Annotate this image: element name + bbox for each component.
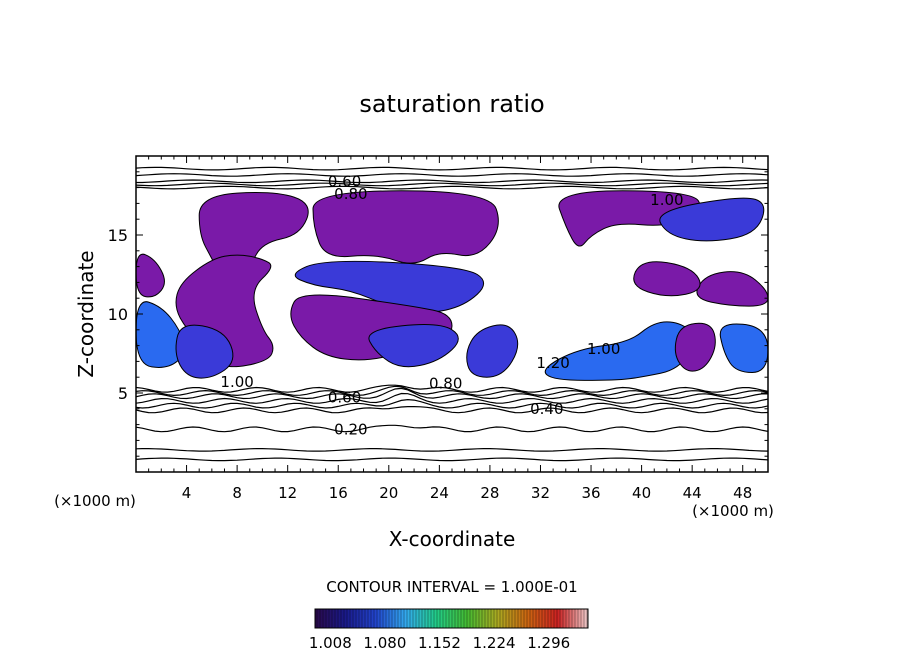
plot-area: 0.600.80 1.001.00 0.800.600.400.201.001.20 xyxy=(136,156,768,472)
supersaturation-region xyxy=(633,261,701,297)
x-axis-unit: (×1000 m) xyxy=(692,502,774,520)
x-tick-label: 12 xyxy=(278,484,297,502)
x-tick-label: 20 xyxy=(379,484,398,502)
y-axis-unit: (×1000 m) xyxy=(54,492,136,510)
supersaturation-region xyxy=(558,190,701,247)
contour-line xyxy=(136,457,768,462)
contour-line xyxy=(136,387,768,400)
supersaturation-regions xyxy=(136,190,768,381)
contour-label: 1.00 xyxy=(220,373,253,391)
contour-line xyxy=(136,406,768,414)
colorbar-tick-label: 1.296 xyxy=(527,634,570,652)
contour-interval-text: CONTOUR INTERVAL = 1.000E-01 xyxy=(326,578,577,596)
colorbar-ticks: 1.008 1.080 1.152 1.224 1.296 xyxy=(309,634,570,652)
contour-label: 0.60 xyxy=(328,172,361,190)
supersaturation-region xyxy=(136,253,165,298)
supersaturation-region xyxy=(312,190,499,264)
colorbar-tick-label: 1.224 xyxy=(473,634,516,652)
chart-title: saturation ratio xyxy=(359,90,544,118)
contour-label: 0.20 xyxy=(334,420,367,438)
supersaturation-region xyxy=(719,323,768,374)
background-contours xyxy=(136,166,768,462)
x-tick-label: 28 xyxy=(480,484,499,502)
supersaturation-region xyxy=(175,324,234,379)
supersaturation-region xyxy=(368,324,459,368)
x-tick-label: 48 xyxy=(733,484,752,502)
supersaturation-region xyxy=(466,324,519,378)
contour-line xyxy=(136,385,768,397)
colorbar-stripes xyxy=(316,609,588,628)
contour-line xyxy=(136,384,768,393)
y-axis-ticks: 5 10 15 xyxy=(108,171,768,457)
colorbar-frame xyxy=(314,608,589,629)
y-tick-label: 15 xyxy=(108,226,128,245)
x-axis-ticks: 4 8 12 16 20 24 28 32 36 40 44 48 xyxy=(148,156,756,502)
x-tick-label: 32 xyxy=(531,484,550,502)
y-axis-label: Z-coordinate xyxy=(74,250,98,377)
contour-label: 0.80 xyxy=(334,185,367,203)
x-tick-label: 4 xyxy=(182,484,192,502)
contour-label: 1.00 xyxy=(587,340,620,358)
contour-label: 1.20 xyxy=(536,354,569,372)
supersaturation-region xyxy=(696,271,768,307)
contour-line xyxy=(136,179,768,184)
y-tick-label: 10 xyxy=(108,305,128,324)
colorbar-tick-label: 1.080 xyxy=(363,634,406,652)
x-tick-label: 36 xyxy=(581,484,600,502)
supersaturation-region xyxy=(659,197,765,242)
x-tick-label: 16 xyxy=(329,484,348,502)
x-tick-label: 40 xyxy=(632,484,651,502)
contour-label: 0.60 xyxy=(328,389,361,407)
contour-labels: 0.600.80 1.001.00 0.800.600.400.201.001.20 xyxy=(220,172,683,438)
x-axis-label: X-coordinate xyxy=(389,527,516,551)
contour-line xyxy=(136,182,768,187)
x-tick-label: 24 xyxy=(430,484,449,502)
contour-line xyxy=(136,392,768,404)
colorbar-tick-label: 1.008 xyxy=(309,634,352,652)
supersaturation-region xyxy=(674,322,716,372)
contour-line xyxy=(136,424,768,433)
contour-line xyxy=(136,448,768,452)
contour-line xyxy=(136,398,768,409)
colorbar-tick-label: 1.152 xyxy=(418,634,461,652)
y-tick-label: 5 xyxy=(118,384,128,403)
contour-label: 1.00 xyxy=(650,191,683,209)
contour-line xyxy=(136,185,768,190)
contour-label: 0.80 xyxy=(429,375,462,393)
contour-line xyxy=(136,173,768,177)
contour-label: 0.40 xyxy=(530,400,563,418)
contour-line xyxy=(136,166,768,171)
x-tick-label: 44 xyxy=(683,484,702,502)
x-tick-label: 8 xyxy=(232,484,242,502)
